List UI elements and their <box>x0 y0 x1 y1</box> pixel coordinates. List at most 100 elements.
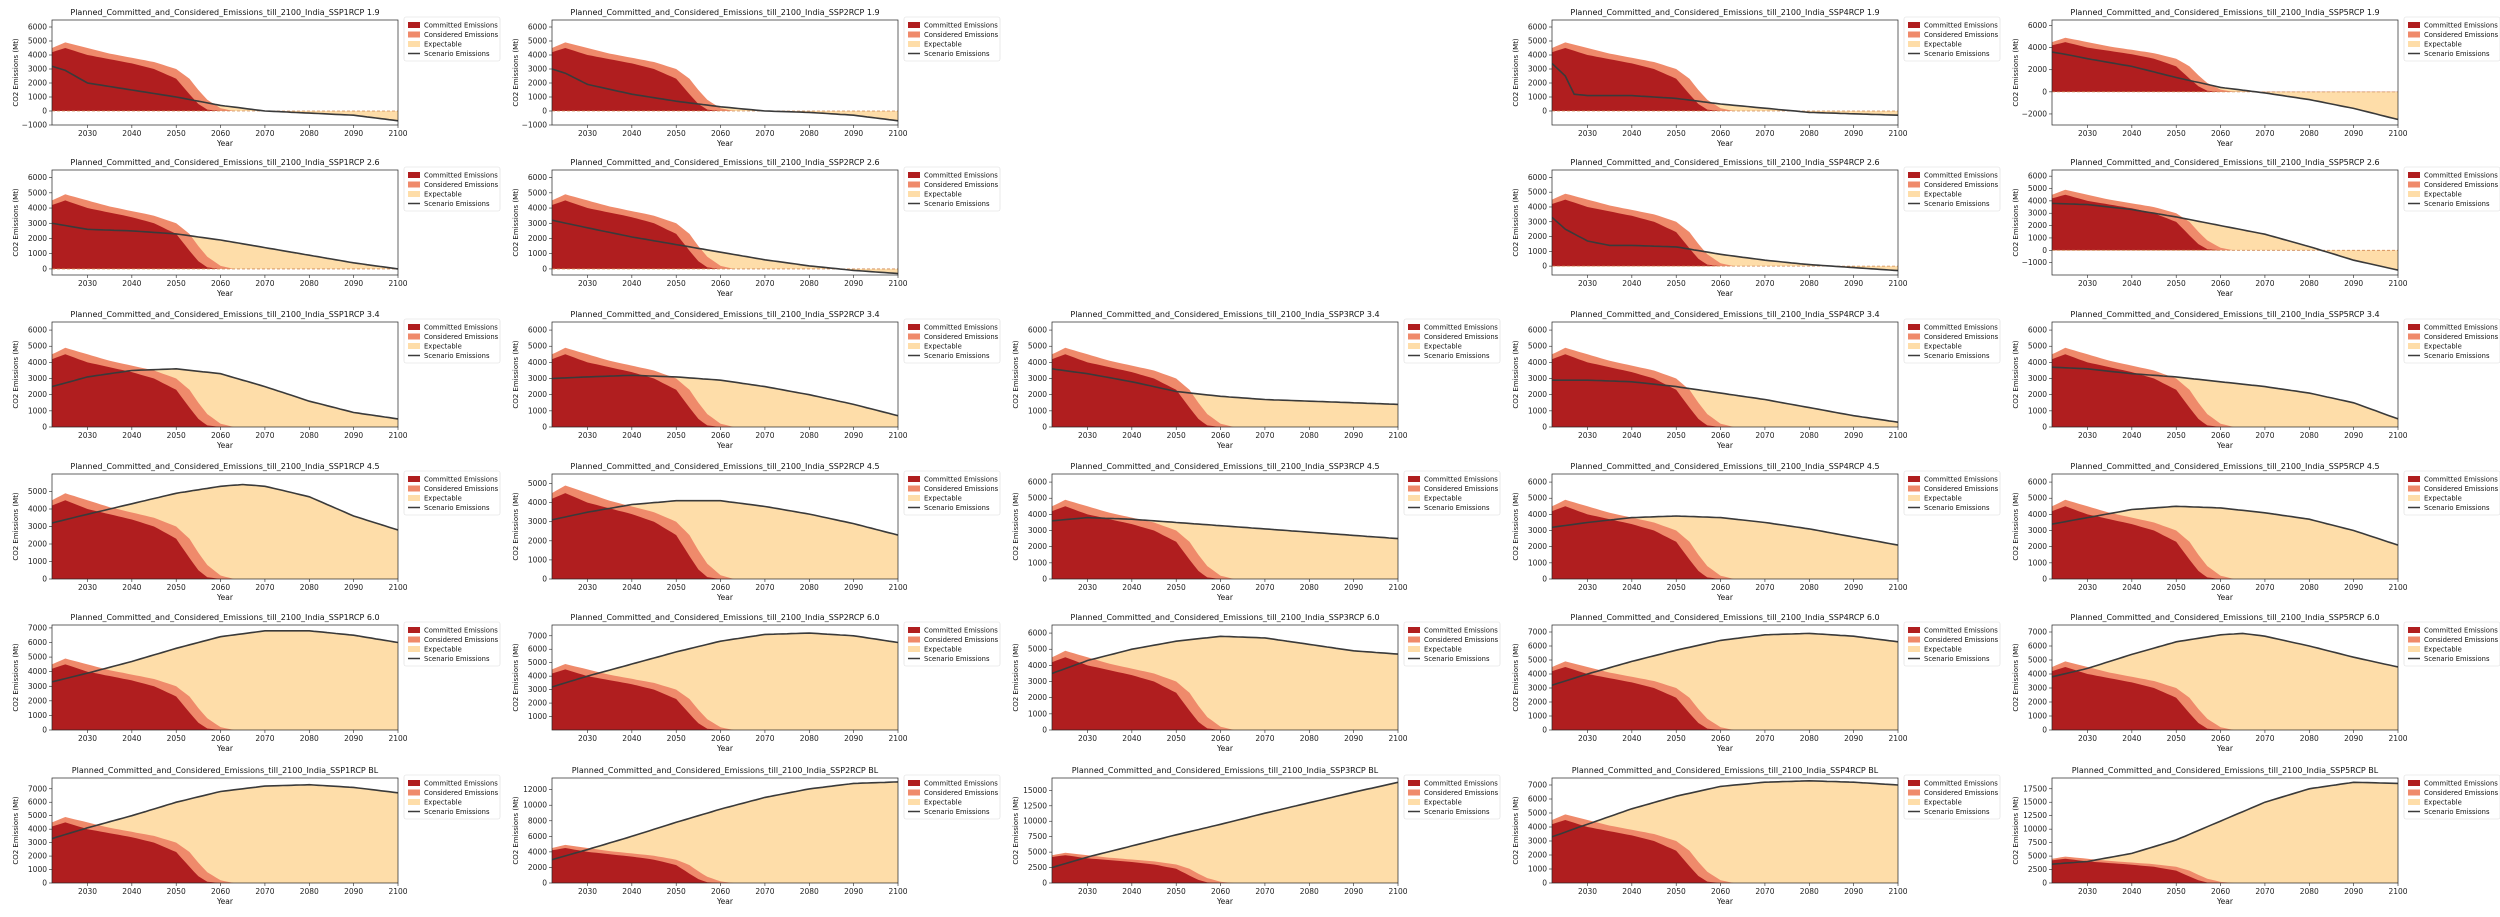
y-tick-label: 3000 <box>528 65 547 74</box>
legend-committed-label: Committed Emissions <box>1424 324 1498 332</box>
x-tick-label: 2040 <box>622 431 641 440</box>
chart-svg: 2030 2040 2050 2060 2070 2080 2090 2100 0 1000 200… <box>12 310 501 450</box>
x-tick-label: 2090 <box>1344 431 1363 440</box>
y-tick-label: 1000 <box>528 249 547 258</box>
x-tick-label: 2090 <box>1344 583 1363 592</box>
legend-committed-label: Committed Emissions <box>924 476 998 484</box>
legend-expectable-label: Expectable <box>2424 41 2462 49</box>
x-tick-label: 2080 <box>1300 583 1319 592</box>
legend-expectable-label: Expectable <box>424 41 462 49</box>
x-tick-label: 2070 <box>1755 129 1774 138</box>
x-tick-label: 2070 <box>1755 279 1774 288</box>
legend-committed-swatch <box>2408 172 2420 178</box>
legend-committed-label: Committed Emissions <box>424 627 498 635</box>
legend-scenario-label: Scenario Emissions <box>2424 352 2490 360</box>
x-tick-label: 2090 <box>2344 431 2363 440</box>
y-tick-label: 0 <box>2042 87 2047 96</box>
y-tick-label: 3000 <box>1528 837 1547 846</box>
x-tick-label: 2060 <box>711 887 730 896</box>
x-tick-label: 2030 <box>578 734 597 743</box>
y-tick-label: 2000 <box>2028 65 2047 74</box>
axes-frame <box>1551 169 1899 276</box>
y-tick-label: 5000 <box>28 653 47 662</box>
scenario-emissions-line <box>52 367 398 420</box>
y-tick-label: 3000 <box>528 374 547 383</box>
chart-svg: 2030 2040 2050 2060 2070 2080 2090 2100 0 2500 500… <box>1012 766 1501 906</box>
legend-scenario-label: Scenario Emissions <box>424 655 490 663</box>
legend-scenario-label: Scenario Emissions <box>2424 808 2490 816</box>
legend-committed-label: Committed Emissions <box>924 22 998 30</box>
chart-panel-ssp2rcp6-0: 2030 2040 2050 2060 2070 2080 2090 2100 1000 2000… <box>500 610 1001 760</box>
y-tick-label: 5000 <box>28 342 47 351</box>
legend-committed-swatch <box>408 172 420 178</box>
x-tick-label: 2070 <box>1755 431 1774 440</box>
y-tick-label: 1000 <box>28 711 47 720</box>
x-tick-label: 2070 <box>255 734 274 743</box>
x-tick-label: 2080 <box>1300 734 1319 743</box>
y-tick-label: 5000 <box>1028 645 1047 654</box>
chart-title: Planned_Committed_and_Considered_Emissio… <box>70 462 379 471</box>
y-axis-label: CO2 Emissions (Mt) <box>2012 643 2020 712</box>
legend-scenario-label: Scenario Emissions <box>1424 655 1490 663</box>
committed-emissions-area <box>2052 42 2398 92</box>
y-tick-label: 4000 <box>1528 51 1547 60</box>
x-tick-label: 2080 <box>800 129 819 138</box>
legend-committed-swatch <box>408 22 420 28</box>
x-tick-label: 2050 <box>2167 431 2186 440</box>
chart-panel-ssp2rcp4-5: 2030 2040 2050 2060 2070 2080 2090 2100 0 1000 200… <box>500 459 1001 609</box>
y-tick-label: 6000 <box>1528 642 1547 651</box>
x-tick-label: 2060 <box>1211 583 1230 592</box>
legend-scenario-label: Scenario Emissions <box>924 200 990 208</box>
legend-committed-label: Committed Emissions <box>1924 172 1998 180</box>
legend-box <box>903 318 1001 364</box>
axes-frame <box>551 19 899 126</box>
x-tick-label: 2080 <box>2300 887 2319 896</box>
legend-committed-label: Committed Emissions <box>2424 22 2498 30</box>
x-tick-label: 2100 <box>2388 887 2407 896</box>
x-tick-label: 2050 <box>2167 734 2186 743</box>
legend-considered-swatch <box>908 333 920 340</box>
y-tick-label: 4000 <box>528 498 547 507</box>
scenario-emissions-line <box>552 219 898 275</box>
y-tick-label: 0 <box>1542 726 1547 735</box>
y-tick-label: 5000 <box>2028 184 2047 193</box>
x-tick-label: 2090 <box>1844 129 1863 138</box>
x-tick-label: 2030 <box>2078 583 2097 592</box>
axes-frame <box>51 169 399 276</box>
scenario-emissions-line <box>1052 635 1398 675</box>
y-tick-label: 2000 <box>2028 390 2047 399</box>
chart-svg: 2030 2040 2050 2060 2070 2080 2090 2100 0 1000 200… <box>1012 462 1501 602</box>
x-tick-label: 2070 <box>1255 431 1274 440</box>
y-tick-label: 3000 <box>28 219 47 228</box>
y-axis-label: CO2 Emissions (Mt) <box>2012 38 2020 107</box>
x-tick-label: 2100 <box>388 887 407 896</box>
y-axis-label: CO2 Emissions (Mt) <box>1512 796 1520 865</box>
x-tick-label: 2100 <box>388 129 407 138</box>
x-axis-label: Year <box>216 897 234 906</box>
y-tick-label: 5000 <box>2028 656 2047 665</box>
axes-frame <box>1551 19 1899 126</box>
y-tick-label: 1000 <box>1028 558 1047 567</box>
y-tick-label: 7000 <box>1528 781 1547 790</box>
x-tick-label: 2050 <box>1667 431 1686 440</box>
y-tick-label: 0 <box>42 423 47 432</box>
x-tick-label: 2060 <box>1211 431 1230 440</box>
x-tick-label: 2080 <box>800 583 819 592</box>
legend-box <box>903 621 1001 667</box>
y-tick-label: 4000 <box>2028 510 2047 519</box>
legend-expectable-label: Expectable <box>1924 191 1962 199</box>
x-tick-label: 2030 <box>78 129 97 138</box>
axes-frame <box>2051 19 2399 126</box>
legend-expectable-label: Expectable <box>2424 799 2462 807</box>
legend-expectable-label: Expectable <box>1924 343 1962 351</box>
chart-title: Planned_Committed_and_Considered_Emissio… <box>70 310 379 319</box>
y-tick-label: 2000 <box>1528 390 1547 399</box>
legend-committed-label: Committed Emissions <box>1924 627 1998 635</box>
legend-scenario-label: Scenario Emissions <box>1424 504 1490 512</box>
x-tick-label: 2040 <box>122 129 141 138</box>
axes-frame <box>1051 624 1399 731</box>
x-axis-label: Year <box>216 289 234 298</box>
